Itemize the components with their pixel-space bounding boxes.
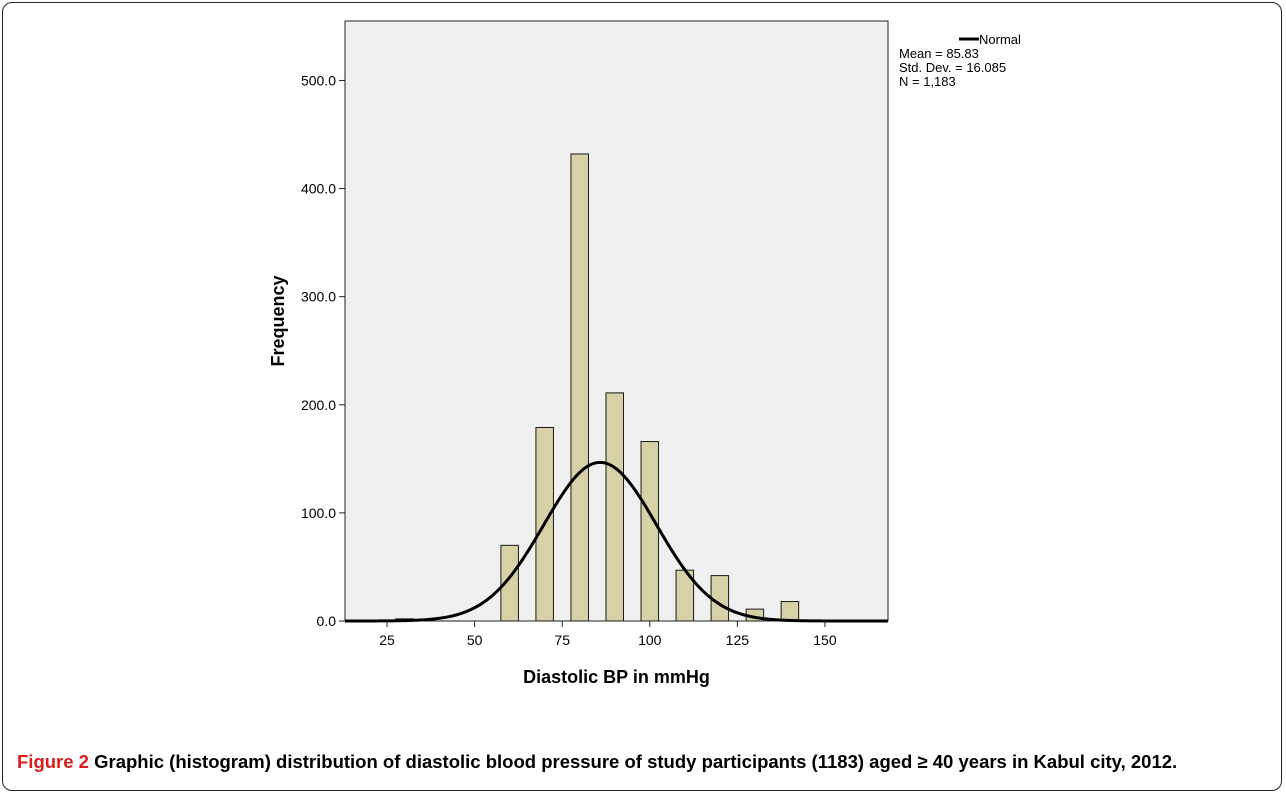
- x-tick-label: 150: [813, 632, 837, 648]
- y-tick-label: 200.0: [301, 397, 336, 413]
- figure-caption-text: Graphic (histogram) distribution of dias…: [88, 751, 1178, 772]
- y-tick-label: 0.0: [317, 613, 337, 629]
- y-tick-label: 500.0: [301, 72, 336, 88]
- x-tick-label: 100: [638, 632, 662, 648]
- y-tick-label: 100.0: [301, 505, 336, 521]
- legend-entry-normal: Normal: [979, 32, 1021, 47]
- y-axis-label: Frequency: [268, 275, 288, 366]
- y-axis-ticks: 0.0 100.0 200.0 300.0 400.0 500.0: [301, 72, 345, 629]
- x-tick-label: 50: [467, 632, 483, 648]
- histogram-bar-90: [605, 392, 625, 622]
- legend-stat-mean: Mean = 85.83: [899, 46, 979, 61]
- x-axis-ticks: 25 50 75 100 125 150: [379, 621, 837, 648]
- x-tick-label: 75: [554, 632, 570, 648]
- y-tick-label: 400.0: [301, 181, 336, 197]
- histogram-bar-60: [500, 544, 519, 622]
- legend-stat-sd: Std. Dev. = 16.085: [899, 60, 1006, 75]
- histogram-bar-100: [640, 441, 660, 622]
- histogram-bar-140: [780, 601, 800, 622]
- legend: Normal Mean = 85.83 Std. Dev. = 16.085 N…: [899, 32, 1021, 89]
- histogram-bars: [395, 153, 800, 622]
- y-tick-label: 300.0: [301, 289, 336, 305]
- x-tick-label: 25: [379, 632, 395, 648]
- figure-caption: Figure 2 Graphic (histogram) distributio…: [17, 751, 1177, 773]
- normal-curve: [345, 460, 888, 623]
- histogram-bar-80: [570, 153, 589, 622]
- figure-caption-label: Figure 2: [17, 751, 89, 772]
- x-axis-label: Diastolic BP in mmHg: [523, 667, 710, 687]
- histogram-chart: 0.0 100.0 200.0 300.0 400.0 500.0 25 50 75 100 12…: [268, 20, 1021, 687]
- legend-stat-n: N = 1,183: [899, 74, 956, 89]
- histogram-bar-120: [710, 575, 730, 622]
- x-tick-label: 125: [726, 632, 750, 648]
